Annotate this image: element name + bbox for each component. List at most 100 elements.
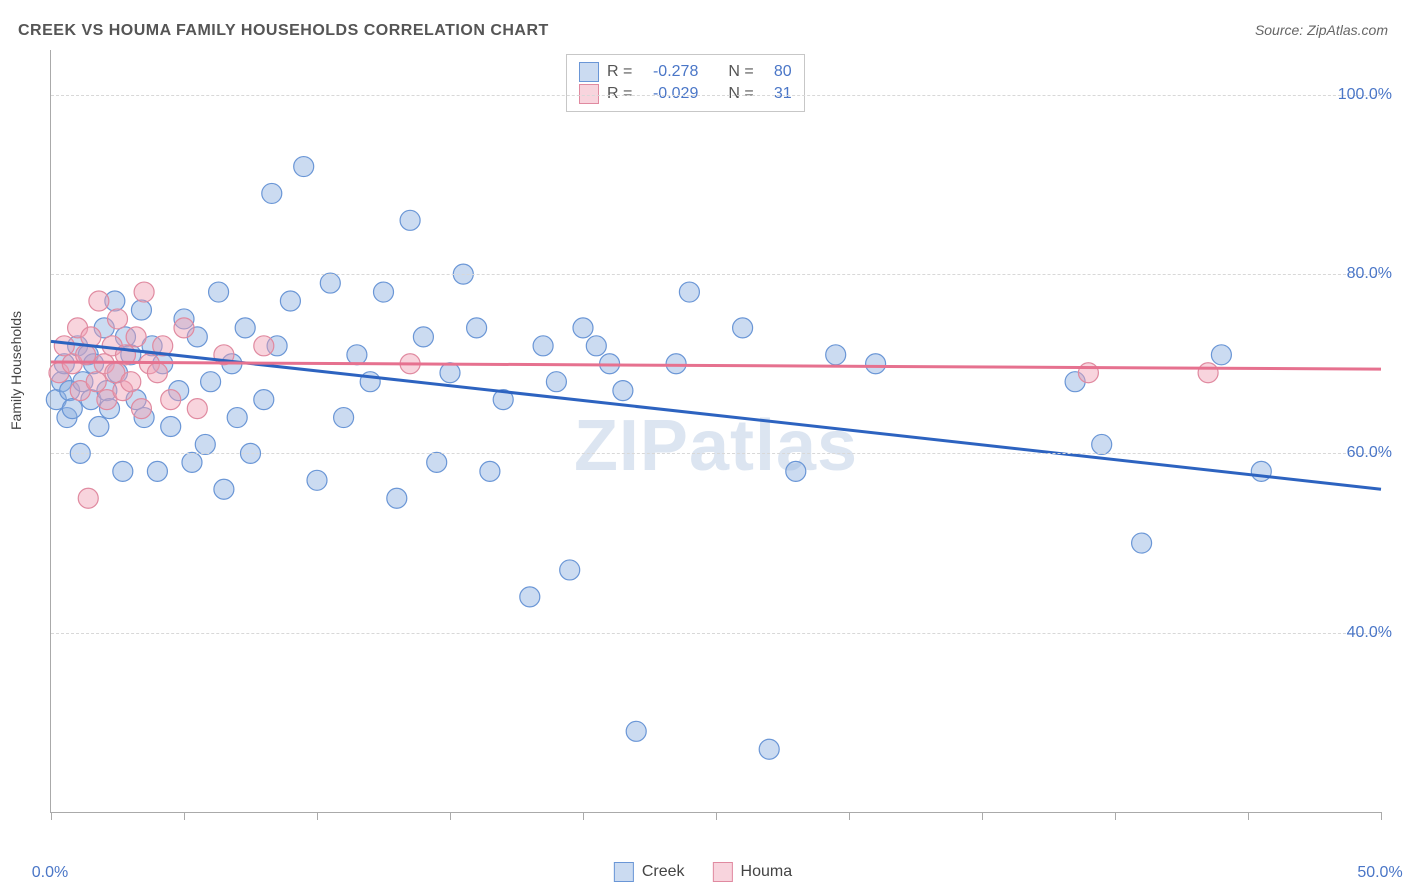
scatter-point <box>387 488 407 508</box>
scatter-point <box>134 282 154 302</box>
scatter-point <box>1251 461 1271 481</box>
scatter-point <box>78 488 98 508</box>
scatter-point <box>147 363 167 383</box>
scatter-point <box>121 372 141 392</box>
series-legend: Creek Houma <box>614 862 792 882</box>
scatter-point <box>560 560 580 580</box>
x-tick-label: 0.0% <box>32 864 68 882</box>
legend-n-label: N = <box>728 61 753 83</box>
scatter-point <box>626 721 646 741</box>
scatter-point <box>1198 363 1218 383</box>
grid-line <box>51 274 1381 275</box>
scatter-point <box>480 461 500 481</box>
legend-swatch <box>713 862 733 882</box>
legend-row: R = -0.278 N = 80 <box>579 61 792 83</box>
scatter-point <box>1211 345 1231 365</box>
scatter-point <box>347 345 367 365</box>
scatter-point <box>826 345 846 365</box>
scatter-point <box>62 399 82 419</box>
scatter-point <box>108 309 128 329</box>
scatter-point <box>161 390 181 410</box>
trend-line <box>51 362 1381 369</box>
legend-r-value: -0.278 <box>640 61 698 83</box>
source-attribution: Source: ZipAtlas.com <box>1255 22 1388 38</box>
grid-line <box>51 453 1381 454</box>
x-tick-label: 50.0% <box>1357 864 1402 882</box>
x-tick <box>1248 812 1249 820</box>
scatter-point <box>89 417 109 437</box>
scatter-point <box>679 282 699 302</box>
scatter-point <box>1132 533 1152 553</box>
scatter-point <box>126 327 146 347</box>
scatter-point <box>201 372 221 392</box>
scatter-point <box>113 461 133 481</box>
scatter-point <box>89 291 109 311</box>
scatter-point <box>733 318 753 338</box>
scatter-point <box>586 336 606 356</box>
legend-series-name: Houma <box>741 863 793 881</box>
y-tick-label: 100.0% <box>1338 86 1392 104</box>
scatter-point <box>227 408 247 428</box>
scatter-point <box>467 318 487 338</box>
scatter-point <box>182 452 202 472</box>
scatter-point <box>187 399 207 419</box>
scatter-point <box>254 336 274 356</box>
scatter-point <box>573 318 593 338</box>
scatter-point <box>262 183 282 203</box>
scatter-point <box>209 282 229 302</box>
scatter-point <box>195 434 215 454</box>
x-tick <box>982 812 983 820</box>
legend-item: Creek <box>614 862 685 882</box>
x-tick <box>184 812 185 820</box>
y-tick-label: 40.0% <box>1347 624 1392 642</box>
scatter-point <box>440 363 460 383</box>
scatter-point <box>334 408 354 428</box>
scatter-point <box>1078 363 1098 383</box>
source-name: ZipAtlas.com <box>1307 22 1388 38</box>
scatter-point <box>666 354 686 374</box>
scatter-point <box>294 157 314 177</box>
scatter-point <box>520 587 540 607</box>
scatter-point <box>131 300 151 320</box>
x-tick <box>1381 812 1382 820</box>
scatter-point <box>280 291 300 311</box>
x-tick <box>583 812 584 820</box>
grid-line <box>51 633 1381 634</box>
chart-title: CREEK VS HOUMA FAMILY HOUSEHOLDS CORRELA… <box>18 22 549 40</box>
scatter-point <box>427 452 447 472</box>
legend-n-value: 80 <box>762 61 792 83</box>
legend-series-name: Creek <box>642 863 685 881</box>
scatter-point <box>320 273 340 293</box>
legend-swatch <box>579 62 599 82</box>
scatter-point <box>374 282 394 302</box>
scatter-point <box>413 327 433 347</box>
scatter-point <box>759 739 779 759</box>
scatter-point <box>546 372 566 392</box>
scatter-point <box>214 479 234 499</box>
scatter-point <box>533 336 553 356</box>
y-axis-label: Family Households <box>8 311 24 430</box>
legend-r-label: R = <box>607 61 632 83</box>
y-tick-label: 60.0% <box>1347 444 1392 462</box>
chart-svg <box>51 50 1381 812</box>
x-tick <box>51 812 52 820</box>
scatter-point <box>613 381 633 401</box>
scatter-point <box>147 461 167 481</box>
scatter-point <box>235 318 255 338</box>
scatter-point <box>86 372 106 392</box>
scatter-point <box>307 470 327 490</box>
scatter-point <box>1092 434 1112 454</box>
x-tick <box>716 812 717 820</box>
x-tick <box>450 812 451 820</box>
scatter-point <box>174 318 194 338</box>
y-tick-label: 80.0% <box>1347 265 1392 283</box>
scatter-point <box>866 354 886 374</box>
scatter-point <box>254 390 274 410</box>
x-tick <box>849 812 850 820</box>
scatter-point <box>131 399 151 419</box>
grid-line <box>51 95 1381 96</box>
scatter-point <box>54 336 74 356</box>
scatter-point <box>786 461 806 481</box>
scatter-point <box>161 417 181 437</box>
legend-item: Houma <box>713 862 793 882</box>
